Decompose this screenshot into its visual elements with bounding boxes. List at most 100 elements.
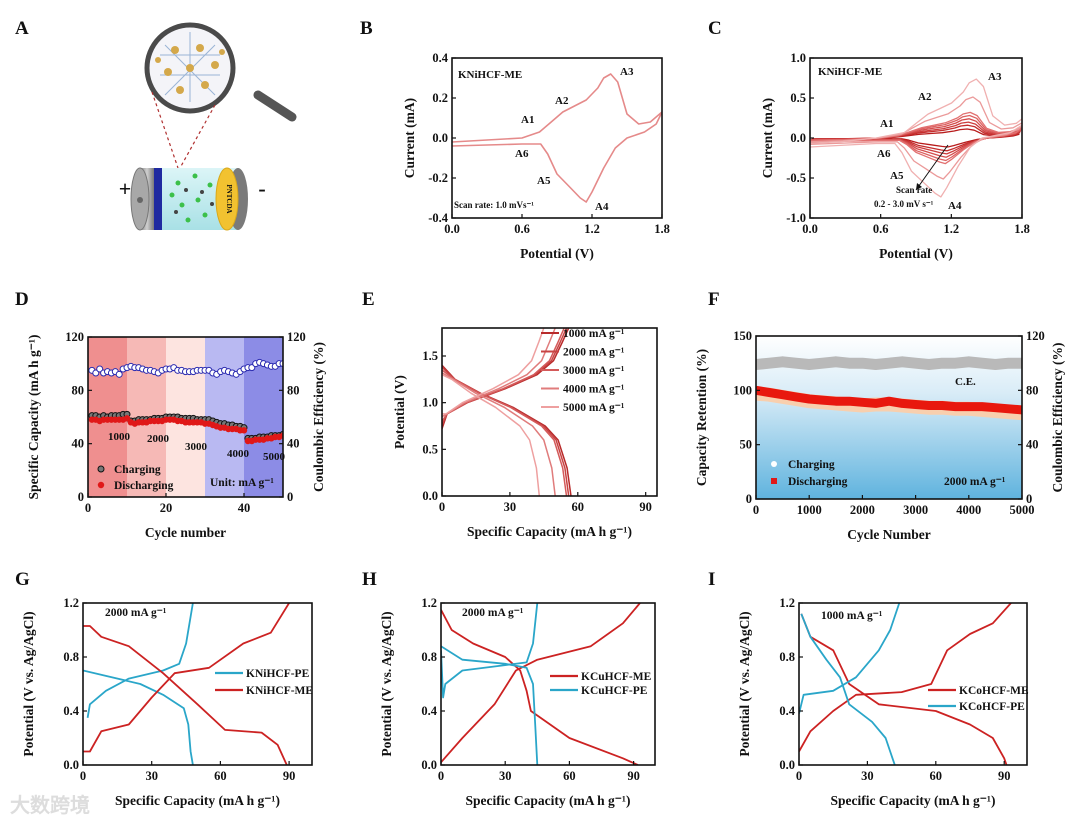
x-axis-label: Potential (V) [520,246,594,261]
chart-panel-i: I 0 30 60 90 0.0 0.4 0.8 1.2 Specific Capacity (m… [708,569,1028,808]
discharge-curve [442,374,541,496]
cv-curve [810,118,1022,158]
y-tick-label: 50 [740,438,753,452]
x-tick-label: 0.0 [802,222,818,236]
x-tick-label: 4000 [956,503,981,517]
cv-curve [452,73,662,203]
panel-label-a: A [15,18,29,39]
y-right-axis-label: Coulombic Efficiency (%) [1050,343,1065,493]
discharge-curve [800,613,1008,765]
legend-entry: KNiHCF-PE [246,668,310,680]
plot-area [799,603,1012,765]
chart-panel-c: C 0.0 0.6 1.2 1.8 -1.0 -0.5 0.0 0.5 1.0 Potential … [708,18,1030,261]
scan-rate-note: Scan rate: 1.0 mVs⁻¹ [454,200,534,210]
panel-a-schematic: A PNTCDA [15,18,297,231]
annotation: A6 [515,148,529,160]
x-tick-label: 5000 [1010,503,1035,517]
plot-frame [87,336,284,498]
annotation: A2 [555,95,569,107]
charge-curve [442,328,568,426]
y-tick-label: -1.0 [786,211,806,225]
magnifier-icon [144,22,297,122]
y-axis-label: Potential (V vs. Ag/AgCl) [379,611,394,756]
y-tick-label: 0.5 [422,442,438,456]
y-right-axis-label: Coulombic Efficiency (%) [311,342,326,492]
y-tick-label: 0.4 [421,704,437,718]
x-tick-label: 0 [796,769,802,783]
x-tick-label: 1000 [797,503,822,517]
discharge-curve [442,369,568,496]
rate-label: 5000 [263,451,286,463]
legend-entry: 3000 mA g⁻¹ [563,365,624,377]
x-axis-label: Specific Capacity (mA h g⁻¹) [831,793,996,808]
x-tick-label: 60 [930,769,943,783]
legend-discharging-marker [97,481,105,489]
discharge-curve [83,625,288,765]
y-tick-label: 1.2 [421,596,437,610]
y-tick-label: 0.5 [790,91,806,105]
arrowhead-icon [916,183,922,190]
x-tick-label: 0 [80,769,86,783]
x-tick-label: 2000 [850,503,875,517]
panel-label-e: E [362,289,375,310]
rate-label: 2000 mA g⁻¹ [105,607,166,619]
x-tick-label: 60 [572,500,585,514]
x-axis-label: Specific Capacity (mA h g⁻¹) [115,793,280,808]
y-axis-label: Specific Capacity (mA h g⁻¹) [26,335,41,500]
y-tick-label: -0.5 [786,171,806,185]
chart-panel-e: E 0 30 60 90 0.0 0.5 1.0 1.5 Specific Capacity (m… [362,289,658,539]
charge-curve [86,603,194,718]
y-tick-label: 0.0 [422,489,438,503]
legend-entry: 2000 mA g⁻¹ [563,347,624,359]
legend-entry: KCuHCF-PE [581,685,648,697]
panel-label-h: H [362,569,377,590]
y-tick-label: 0.0 [790,131,806,145]
x-tick-label: 90 [639,500,652,514]
cv-curve [812,128,1020,148]
y-tick-label: 0 [746,492,752,506]
plot-frame [441,327,658,497]
plot-area [441,603,641,765]
annotation: A3 [988,71,1002,83]
x-tick-label: 40 [238,501,251,515]
legend-discharging: Discharging [114,480,174,492]
chart-panel-d: D 0 20 40 0 40 80 120 0 40 80 120 Cycle number Specif… [15,289,326,540]
chart-panel-h: H 0 30 60 90 0.0 0.4 0.8 1.2 Specific Capacity (m… [362,569,656,808]
y-right-tick-label: 120 [287,330,306,344]
plot-area [83,603,290,765]
y-right-tick-label: 0 [287,490,293,504]
y-tick-label: 1.0 [422,396,438,410]
plot-frame [451,57,663,219]
y-tick-label: 0.0 [779,758,795,772]
panel-label-i: I [708,569,715,590]
y-tick-label: 1.2 [63,596,79,610]
y-tick-label: -0.2 [428,171,448,185]
x-tick-label: 3000 [903,503,928,517]
annotation: A5 [890,170,904,182]
y-tick-label: 80 [72,383,85,397]
panel-label-g: G [15,569,30,590]
charge-curve [441,603,641,763]
discharge-curve [441,645,539,765]
x-tick-label: 0 [753,503,759,517]
rate-label: 2000 mA g⁻¹ [462,607,523,619]
plot-area [442,328,572,496]
discharge-curve [800,613,896,765]
x-tick-label: 1.8 [1014,222,1030,236]
plot-area [756,336,1022,499]
x-tick-label: 90 [283,769,296,783]
series-band-discharging [756,385,1022,415]
annotation: A3 [620,66,634,78]
x-tick-label: 60 [563,769,576,783]
y-right-tick-label: 80 [287,383,300,397]
y-right-tick-label: 0 [1026,492,1032,506]
unit-label: Unit: mA g⁻¹ [210,477,274,489]
anode-label: PNTCDA [225,184,233,213]
y-tick-label: 0.0 [421,758,437,772]
legend-discharging: Discharging [788,476,848,488]
y-axis-label: Current (mA) [402,98,417,178]
panel-label-d: D [15,289,29,310]
y-right-tick-label: 40 [1026,438,1039,452]
charge-curve [442,328,545,415]
